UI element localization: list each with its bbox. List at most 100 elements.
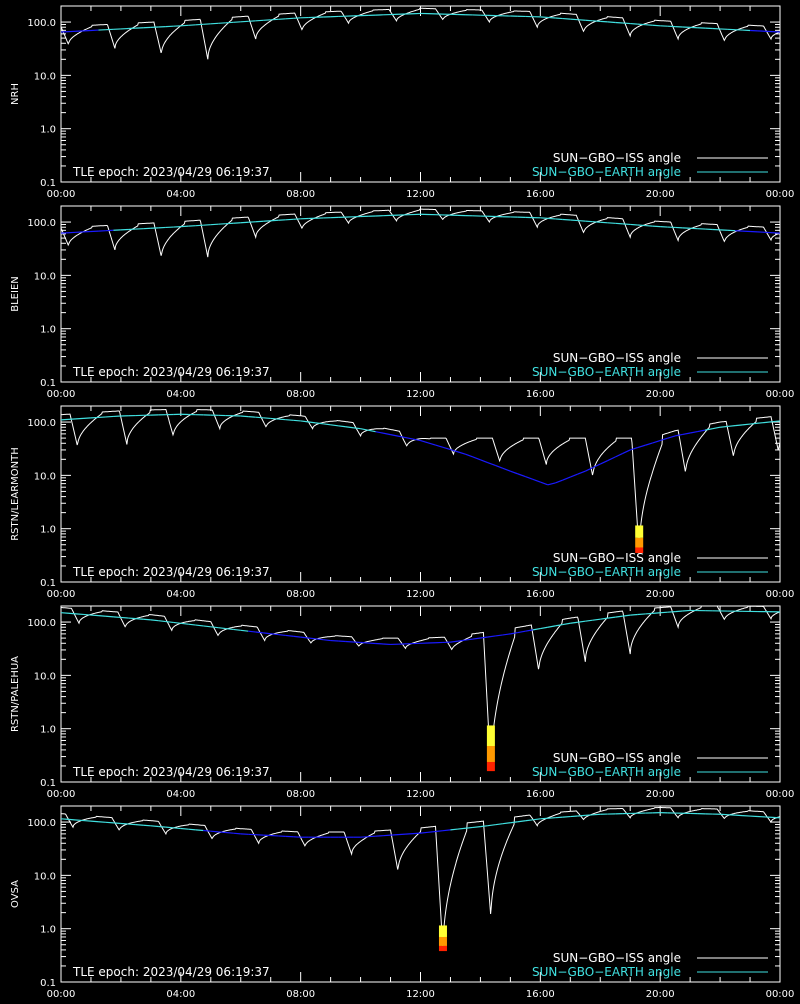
earth-angle-segment	[533, 629, 540, 630]
earth-angle-segment	[593, 464, 600, 468]
earth-angle-segment	[286, 635, 293, 636]
earth-angle-segment	[241, 630, 248, 631]
earth-angle-segment	[226, 833, 233, 834]
earth-angle-segment	[278, 635, 285, 636]
y-axis-label: NRH	[10, 83, 21, 105]
earth-angle-segment	[510, 822, 517, 823]
x-tick-label: 04:00	[166, 589, 195, 600]
y-tick-label: 10.0	[34, 471, 56, 482]
earth-angle-segment	[758, 422, 765, 423]
y-tick-label: 1.0	[40, 925, 56, 936]
y-tick-label: 10.0	[34, 71, 56, 82]
earth-angle-segment	[548, 818, 555, 819]
iss-angle-line	[61, 209, 780, 257]
earth-angle-segment	[181, 623, 188, 624]
y-axis-label: RSTN/PALEHUA	[10, 656, 21, 732]
x-tick-label: 20:00	[646, 189, 675, 200]
earth-angle-segment	[585, 815, 592, 816]
earth-angle-segment	[683, 433, 690, 434]
x-tick-label: 00:00	[47, 789, 76, 800]
earth-angle-segment	[398, 436, 405, 437]
earth-angle-segment	[121, 617, 128, 618]
earth-angle-segment	[540, 627, 547, 628]
earth-angle-segment	[106, 822, 113, 823]
earth-angle-segment	[166, 622, 173, 623]
earth-angle-segment	[630, 24, 637, 25]
earth-angle-segment	[465, 827, 472, 828]
earth-angle-segment	[271, 634, 278, 635]
earth-angle-segment	[653, 441, 660, 443]
earth-angle-segment	[518, 631, 525, 632]
earth-angle-segment	[540, 818, 547, 819]
earth-angle-segment	[555, 480, 562, 483]
earth-angle-segment	[391, 835, 398, 836]
earth-angle-segment	[61, 613, 68, 614]
sun-transit-marker	[487, 725, 495, 746]
earth-angle-segment	[398, 834, 405, 835]
earth-angle-segment	[263, 633, 270, 634]
earth-angle-segment	[458, 452, 465, 454]
earth-angle-segment	[503, 468, 510, 471]
earth-angle-segment	[293, 420, 300, 421]
earth-angle-segment	[630, 615, 637, 616]
earth-angle-segment	[608, 457, 615, 461]
x-tick-label: 08:00	[286, 389, 315, 400]
x-tick-label: 12:00	[406, 189, 435, 200]
earth-angle-segment	[188, 829, 195, 830]
earth-angle-segment	[638, 614, 645, 615]
earth-angle-segment	[495, 824, 502, 825]
earth-angle-segment	[68, 613, 75, 614]
earth-angle-segment	[376, 432, 383, 433]
earth-angle-segment	[256, 417, 263, 418]
earth-angle-segment	[705, 429, 712, 430]
earth-angle-segment	[106, 616, 113, 617]
earth-angle-segment	[143, 619, 150, 620]
earth-angle-segment	[488, 636, 495, 637]
tle-epoch-label: TLE epoch: 2023/04/29 06:19:37	[72, 765, 270, 779]
earth-angle-segment	[143, 825, 150, 826]
earth-angle-segment	[301, 637, 308, 638]
earth-angle-segment	[518, 474, 525, 477]
y-tick-label: 0.1	[40, 578, 56, 589]
earth-angle-segment	[585, 20, 592, 21]
earth-angle-segment	[735, 425, 742, 426]
earth-angle-segment	[211, 627, 218, 628]
earth-angle-segment	[653, 25, 660, 26]
sun-transit-marker	[439, 937, 447, 946]
iss-angle-line	[61, 606, 780, 767]
x-tick-label: 04:00	[166, 189, 195, 200]
earth-angle-segment	[585, 620, 592, 621]
earth-angle-segment	[428, 832, 435, 833]
earth-angle-segment	[698, 430, 705, 431]
earth-angle-segment	[435, 445, 442, 447]
earth-angle-segment	[750, 423, 757, 424]
y-tick-label: 10.0	[34, 671, 56, 682]
earth-angle-segment	[630, 224, 637, 225]
earth-angle-segment	[113, 823, 120, 824]
x-tick-label: 04:00	[166, 989, 195, 1000]
earth-angle-segment	[765, 422, 772, 423]
earth-angle-segment	[421, 832, 428, 833]
earth-angle-segment	[548, 218, 555, 219]
x-tick-label: 12:00	[406, 589, 435, 600]
earth-angle-segment	[331, 425, 338, 426]
earth-angle-segment	[473, 638, 480, 639]
earth-angle-segment	[248, 631, 255, 632]
earth-angle-segment	[570, 220, 577, 221]
earth-angle-segment	[690, 432, 697, 433]
earth-angle-segment	[600, 21, 607, 22]
sun-transit-marker	[487, 762, 495, 771]
earth-angle-segment	[548, 483, 555, 485]
y-axis-label: BLEIEN	[10, 276, 21, 312]
earth-angle-segment	[578, 815, 585, 816]
earth-angle-segment	[166, 827, 173, 828]
earth-angle-segment	[488, 463, 495, 466]
earth-angle-segment	[173, 828, 180, 829]
earth-angle-segment	[668, 436, 675, 438]
earth-angle-segment	[645, 613, 652, 614]
earth-angle-segment	[615, 616, 622, 617]
earth-angle-segment	[458, 828, 465, 829]
x-tick-label: 16:00	[526, 589, 555, 600]
